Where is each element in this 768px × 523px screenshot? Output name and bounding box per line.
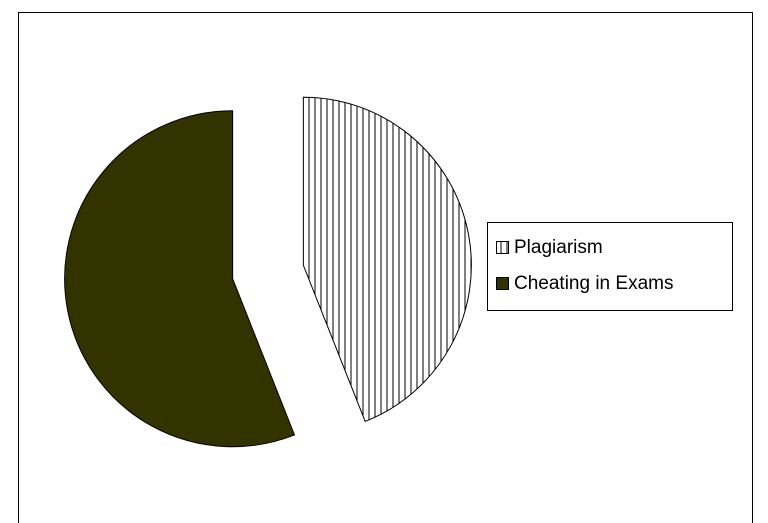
legend-label: Plagiarism: [514, 237, 603, 258]
legend-label: Cheating in Exams: [514, 273, 673, 294]
legend-swatch: [496, 277, 509, 290]
pie-slice: [64, 110, 296, 448]
legend-box: [487, 222, 733, 311]
legend-swatch: [496, 241, 509, 254]
pie-slice: [302, 96, 472, 423]
